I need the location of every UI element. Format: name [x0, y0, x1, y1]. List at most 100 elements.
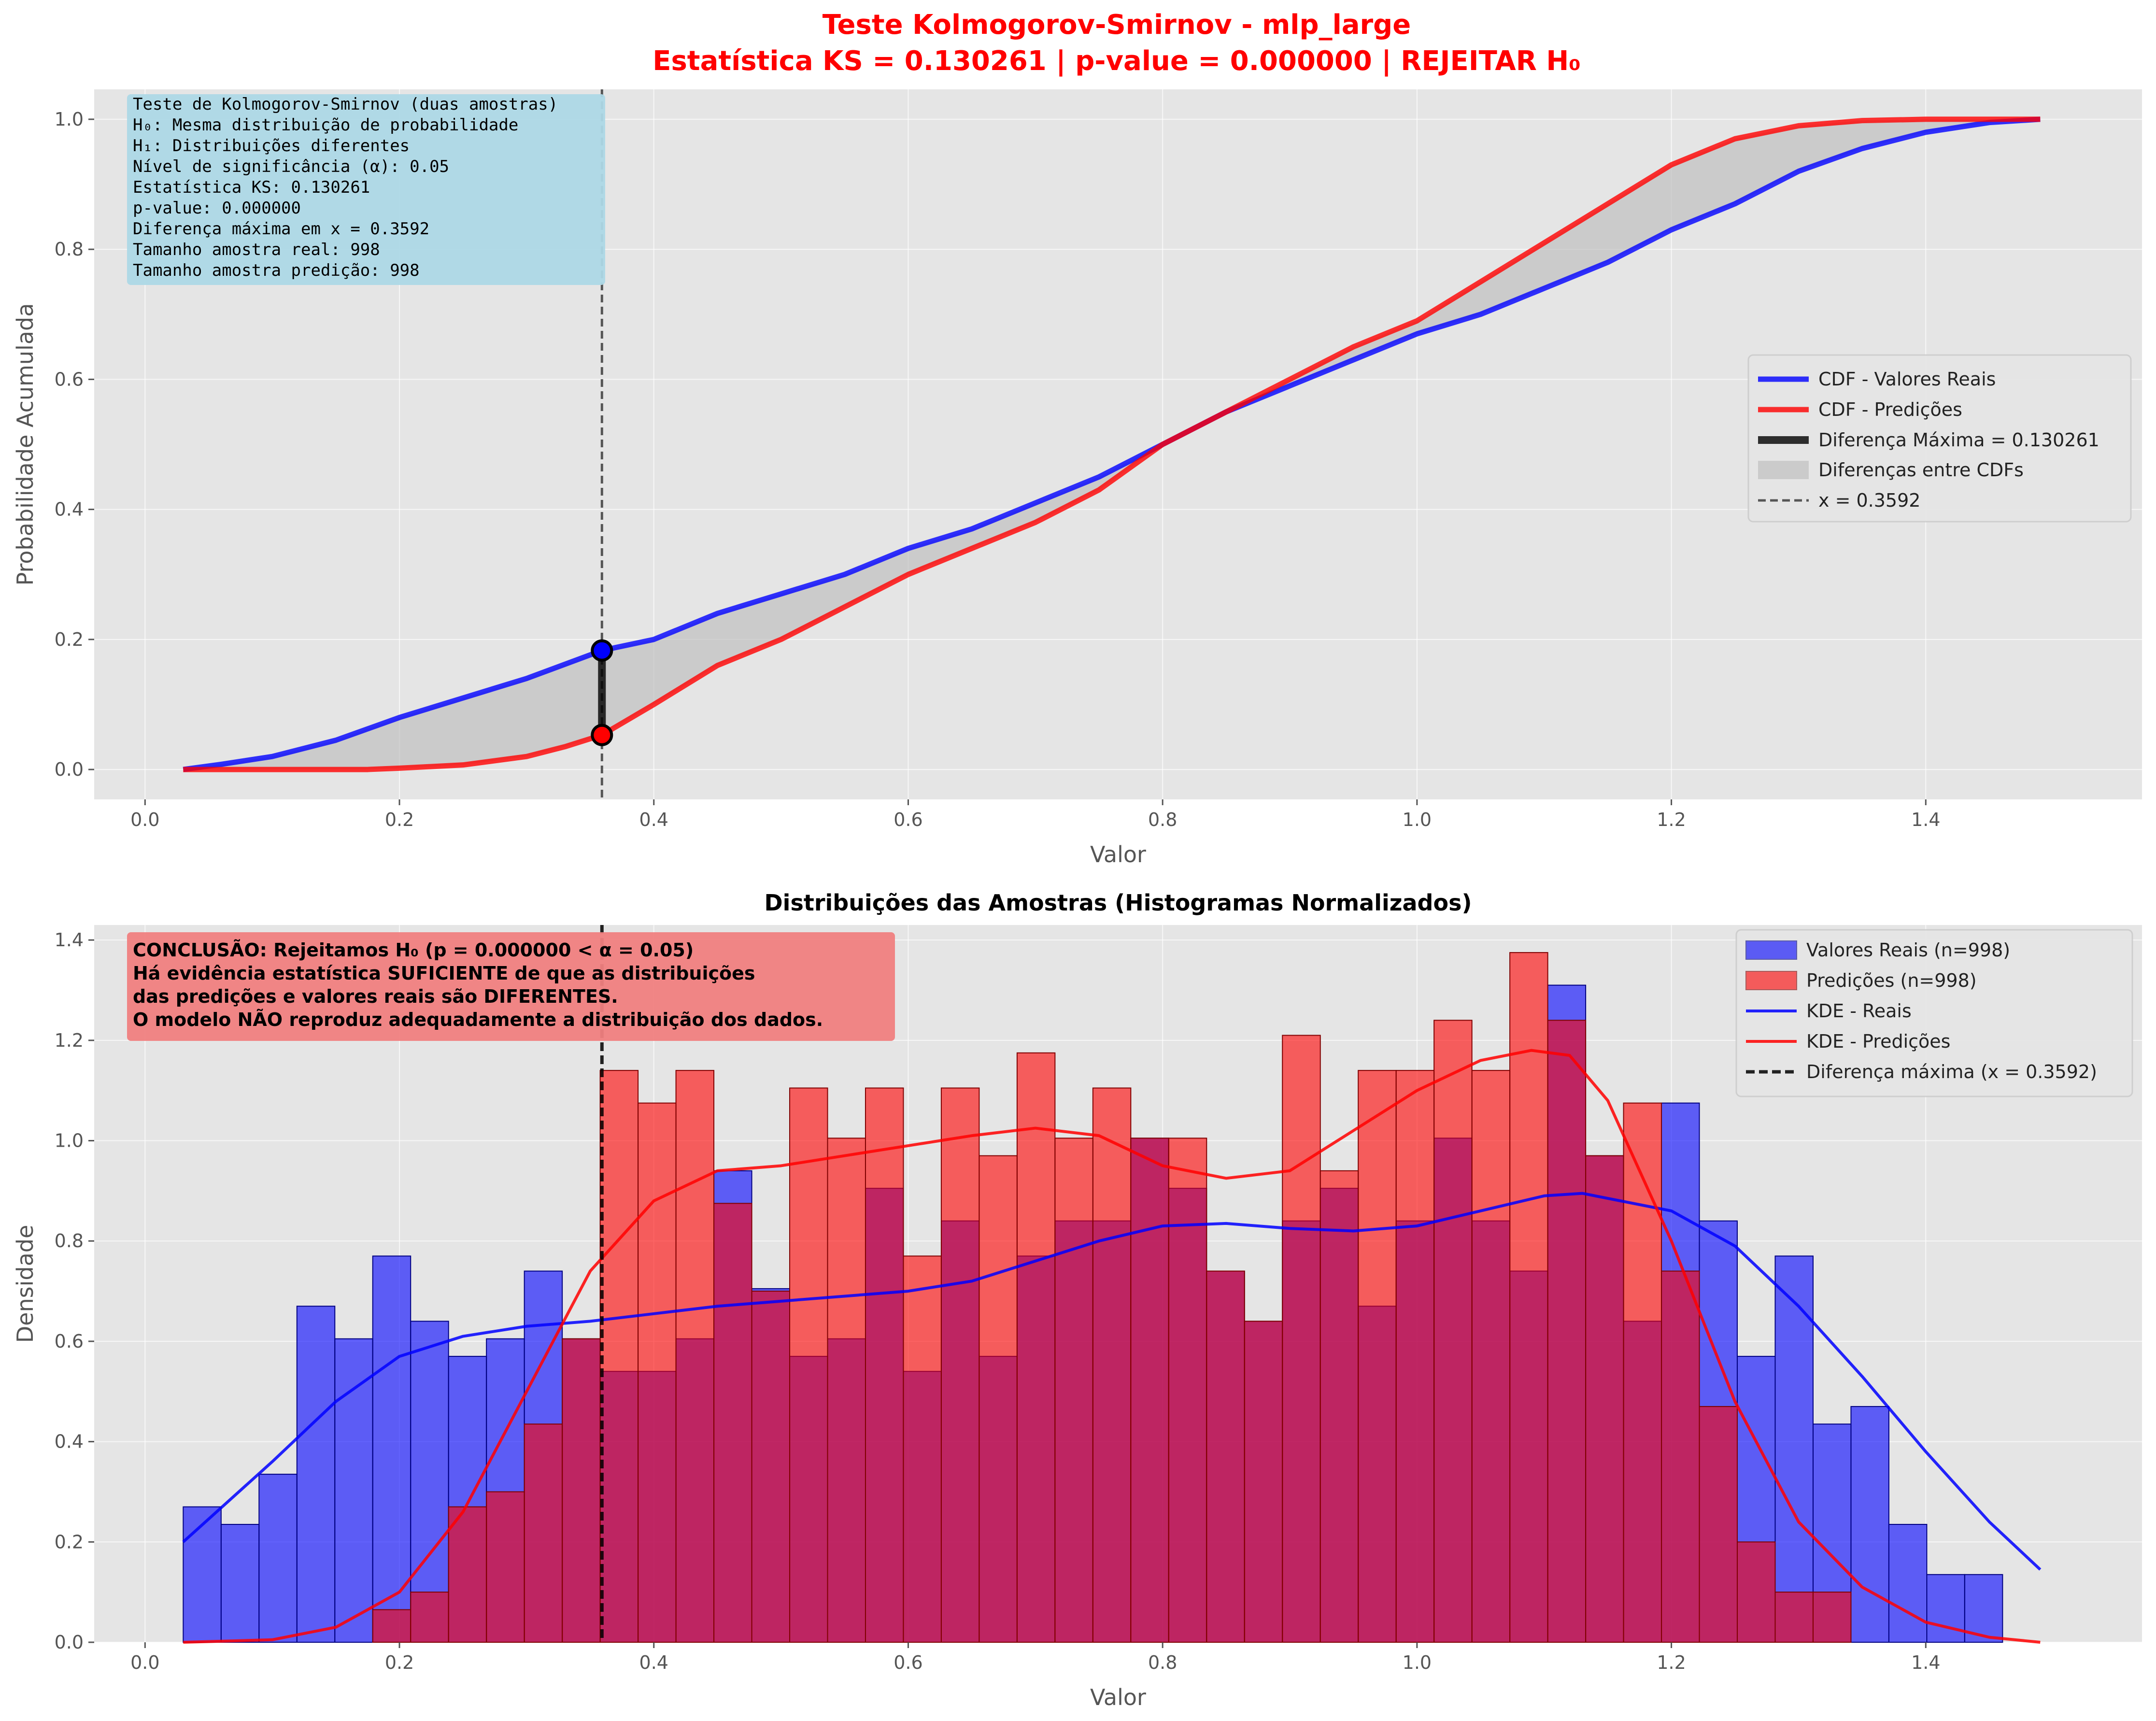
histogram-bar-pred — [1433, 1020, 1473, 1643]
info-line: p-value: 0.000000 — [133, 199, 301, 218]
histogram-bar-real — [1926, 1574, 1965, 1643]
y-tick-label: 1.0 — [55, 109, 84, 130]
x-tick-label: 1.2 — [1657, 1652, 1686, 1673]
histogram-bar-pred — [1130, 1138, 1169, 1643]
histogram-kde-lines — [182, 1049, 2042, 1644]
histogram-bar-pred — [1054, 1138, 1093, 1643]
histogram-bar-real — [334, 1338, 373, 1643]
y-tick-label: 0.6 — [55, 1331, 84, 1352]
x-tick-label: 0.0 — [130, 809, 159, 830]
x-tick-label: 0.2 — [385, 1652, 414, 1673]
histogram-bar-real — [1964, 1574, 2003, 1643]
histogram-bar-pred — [827, 1138, 866, 1643]
legend-label: Diferenças entre CDFs — [1818, 459, 2024, 481]
histogram-bar-pred — [675, 1070, 715, 1643]
legend-label: Diferença Máxima = 0.130261 — [1818, 429, 2099, 451]
histogram-bar-pred — [1092, 1087, 1132, 1643]
histogram-bar-pred — [1244, 1321, 1283, 1643]
info-line: Tamanho amostra real: 998 — [133, 240, 380, 259]
conclusion-box — [127, 932, 895, 1041]
histogram-bar-pred — [1016, 1052, 1056, 1643]
cdf-max-difference-marks — [591, 89, 613, 799]
histogram-bars-pred — [372, 952, 1852, 1643]
histogram-y-ticks: 0.0 0.2 0.4 0.6 0.8 1.0 1.2 1.4 — [55, 929, 94, 1653]
x-tick-label: 1.0 — [1403, 809, 1432, 830]
histogram-bar-pred — [903, 1255, 942, 1643]
figure-title-line2: Estatística KS = 0.130261 | p-value = 0.… — [652, 45, 1581, 77]
histogram-bar-pred — [638, 1102, 677, 1643]
histogram-bar-pred — [1319, 1170, 1359, 1643]
x-tick-label: 0.8 — [1148, 809, 1177, 830]
y-tick-label: 0.6 — [55, 369, 84, 390]
x-tick-label: 1.4 — [1911, 1652, 1940, 1673]
cdf-panel: 0.0 0.2 0.4 0.6 0.8 1.0 1.2 1.4 0.0 0.2 0.4 0.6 0.8… — [12, 89, 2142, 868]
histogram-bar-pred — [789, 1087, 828, 1643]
y-tick-label: 0.4 — [55, 499, 84, 520]
cdf-line-pred — [183, 116, 2041, 772]
histogram-title: Distribuições das Amostras (Histogramas … — [765, 890, 1472, 916]
legend-label: KDE - Predições — [1806, 1031, 1950, 1052]
x-tick-label: 0.2 — [385, 809, 414, 830]
cdf-legend: CDF - Valores Reais CDF - Predições Dife… — [1747, 354, 2132, 523]
legend-label: KDE - Reais — [1806, 1000, 1912, 1022]
legend-label: CDF - Valores Reais — [1818, 369, 1996, 390]
y-tick-label: 0.4 — [55, 1431, 84, 1452]
x-tick-label: 1.4 — [1911, 809, 1940, 830]
histogram-bar-pred — [865, 1087, 904, 1643]
cdf-info-text: Teste de Kolmogorov-Smirnov (duas amostr… — [133, 95, 558, 280]
x-tick-label: 0.4 — [639, 809, 668, 830]
legend-label: Predições (n=998) — [1806, 970, 1977, 991]
cdf-y-axis-label: Probabilidade Acumulada — [12, 303, 38, 586]
y-tick-label: 0.8 — [55, 1230, 84, 1252]
cdf-lines — [183, 116, 2041, 772]
histogram-legend: Valores Reais (n=998) Predições (n=998) … — [1735, 929, 2133, 1097]
cdf-legend-box — [1747, 354, 2132, 523]
histogram-bar-pred — [1737, 1541, 1776, 1643]
histogram-bar-pred — [1661, 1270, 1700, 1643]
y-tick-label: 0.0 — [55, 1632, 84, 1653]
histogram-bar-pred — [562, 1338, 601, 1643]
histogram-x-axis-label: Valor — [1090, 1684, 1146, 1710]
conclusion-line: CONCLUSÃO: Rejeitamos H₀ (p = 0.000000 <… — [133, 939, 694, 961]
histogram-panel: Distribuições das Amostras (Histogramas … — [12, 890, 2142, 1710]
histogram-bar-real — [220, 1523, 260, 1643]
histogram-bar-pred — [1774, 1592, 1814, 1643]
histogram-bar-pred — [979, 1155, 1018, 1643]
legend-swatch-pred-bars — [1745, 971, 1797, 990]
histogram-bar-real — [1850, 1406, 1889, 1643]
y-tick-label: 1.4 — [55, 929, 84, 951]
histogram-bar-pred — [524, 1423, 563, 1643]
x-tick-label: 0.6 — [894, 809, 922, 830]
histogram-bar-real — [1888, 1523, 1928, 1643]
histogram-bar-real — [296, 1306, 336, 1643]
histogram-bar-pred — [1812, 1592, 1852, 1643]
info-line: H₀: Mesma distribuição de probabilidade — [133, 115, 518, 135]
y-tick-label: 1.0 — [55, 1130, 84, 1152]
y-tick-label: 0.8 — [55, 239, 84, 260]
cdf-max-diff-point-pred — [591, 724, 613, 746]
legend-label: CDF - Predições — [1818, 399, 1962, 420]
cdf-max-diff-point-real — [591, 639, 613, 662]
x-tick-label: 1.2 — [1657, 809, 1686, 830]
histogram-bar-pred — [486, 1491, 525, 1643]
cdf-y-ticks: 0.0 0.2 0.4 0.6 0.8 1.0 — [55, 109, 94, 780]
info-line: Estatística KS: 0.130261 — [133, 178, 370, 197]
histogram-bar-pred — [1282, 1035, 1321, 1643]
x-tick-label: 0.4 — [639, 1652, 668, 1673]
histogram-bar-real — [410, 1321, 449, 1643]
kde-line-pred — [183, 1049, 2041, 1644]
conclusion-line: das predições e valores reais são DIFERE… — [133, 986, 618, 1007]
y-tick-label: 0.2 — [55, 1531, 84, 1552]
histogram-bar-pred — [1358, 1070, 1397, 1643]
histogram-bar-pred — [1395, 1070, 1435, 1643]
conclusion-line: O modelo NÃO reproduz adequadamente a di… — [133, 1009, 823, 1030]
cdf-info-box — [127, 94, 605, 285]
y-tick-label: 1.2 — [55, 1030, 84, 1051]
x-tick-label: 1.0 — [1403, 1652, 1432, 1673]
histogram-bar-pred — [1585, 1155, 1624, 1643]
x-tick-label: 0.0 — [130, 1652, 159, 1673]
legend-label: x = 0.3592 — [1818, 490, 1920, 511]
legend-label: Valores Reais (n=998) — [1806, 939, 2010, 961]
info-line: Diferença máxima em x = 0.3592 — [133, 219, 429, 239]
conclusion-line: Há evidência estatística SUFICIENTE de q… — [133, 963, 755, 984]
